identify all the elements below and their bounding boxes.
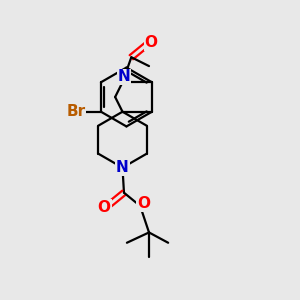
Text: N: N <box>118 70 130 85</box>
Text: N: N <box>116 160 129 175</box>
Text: O: O <box>98 200 111 215</box>
Text: O: O <box>145 35 158 50</box>
Text: O: O <box>137 196 150 211</box>
Text: Br: Br <box>66 104 85 119</box>
